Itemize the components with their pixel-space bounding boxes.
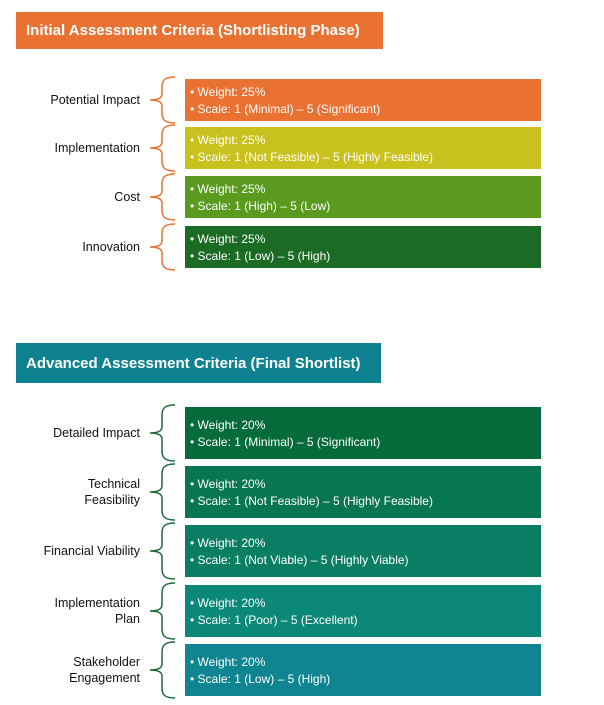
criterion-weight: Weight: 25% — [190, 85, 541, 99]
criterion-label: Stakeholder Engagement — [69, 655, 140, 685]
criterion-label: Detailed Impact — [53, 426, 140, 440]
criterion-label: Innovation — [82, 240, 140, 254]
criterion-scale: Scale: 1 (Low) – 5 (High) — [190, 672, 541, 686]
criterion-details-box: Weight: 25% Scale: 1 (Not Feasible) – 5 (… — [185, 127, 541, 169]
brace-icon — [149, 76, 176, 124]
criterion-weight: Weight: 20% — [190, 477, 541, 491]
brace-icon — [149, 582, 176, 640]
brace-icon — [149, 173, 176, 221]
criterion-weight: Weight: 25% — [190, 133, 541, 147]
criterion-label: Financial Viability — [43, 544, 140, 558]
criterion-scale: Scale: 1 (High) – 5 (Low) — [190, 199, 541, 213]
criterion-scale: Scale: 1 (Low) – 5 (High) — [190, 249, 541, 263]
brace-icon — [149, 522, 176, 580]
criterion-label: Implementation Plan — [54, 596, 140, 626]
section-header: Initial Assessment Criteria (Shortlistin… — [16, 12, 383, 49]
criterion-details-box: Weight: 20% Scale: 1 (Not Feasible) – 5 (… — [185, 466, 541, 518]
criterion-label: Technical Feasibility — [84, 477, 140, 507]
criterion-details-box: Weight: 25% Scale: 1 (Low) – 5 (High) — [185, 226, 541, 268]
criterion-details-box: Weight: 20% Scale: 1 (Not Viable) – 5 (Hi… — [185, 525, 541, 577]
criterion-weight: Weight: 20% — [190, 596, 541, 610]
criterion-scale: Scale: 1 (Minimal) – 5 (Significant) — [190, 435, 541, 449]
criterion-scale: Scale: 1 (Not Feasible) – 5 (Highly Feas… — [190, 494, 541, 508]
criterion-weight: Weight: 25% — [190, 232, 541, 246]
criterion-weight: Weight: 20% — [190, 655, 541, 669]
criterion-weight: Weight: 20% — [190, 536, 541, 550]
criterion-scale: Scale: 1 (Not Feasible) – 5 (Highly Feas… — [190, 150, 541, 164]
brace-icon — [149, 404, 176, 462]
brace-icon — [149, 124, 176, 172]
brace-icon — [149, 463, 176, 521]
criterion-weight: Weight: 20% — [190, 418, 541, 432]
criterion-details-box: Weight: 20% Scale: 1 (Minimal) – 5 (Signi… — [185, 407, 541, 459]
criterion-details-box: Weight: 25% Scale: 1 (High) – 5 (Low) — [185, 176, 541, 218]
brace-icon — [149, 641, 176, 699]
criterion-label: Cost — [114, 190, 140, 204]
criterion-details-box: Weight: 20% Scale: 1 (Low) – 5 (High) — [185, 644, 541, 696]
criterion-details-box: Weight: 25% Scale: 1 (Minimal) – 5 (Signi… — [185, 79, 541, 121]
criterion-details-box: Weight: 20% Scale: 1 (Poor) – 5 (Excellen… — [185, 585, 541, 637]
criterion-scale: Scale: 1 (Poor) – 5 (Excellent) — [190, 613, 541, 627]
criterion-weight: Weight: 25% — [190, 182, 541, 196]
section-header: Advanced Assessment Criteria (Final Shor… — [16, 343, 381, 383]
criterion-scale: Scale: 1 (Minimal) – 5 (Significant) — [190, 102, 541, 116]
brace-icon — [149, 223, 176, 271]
criterion-label: Potential Impact — [50, 93, 140, 107]
criterion-scale: Scale: 1 (Not Viable) – 5 (Highly Viable… — [190, 553, 541, 567]
criterion-label: Implementation — [54, 141, 140, 155]
